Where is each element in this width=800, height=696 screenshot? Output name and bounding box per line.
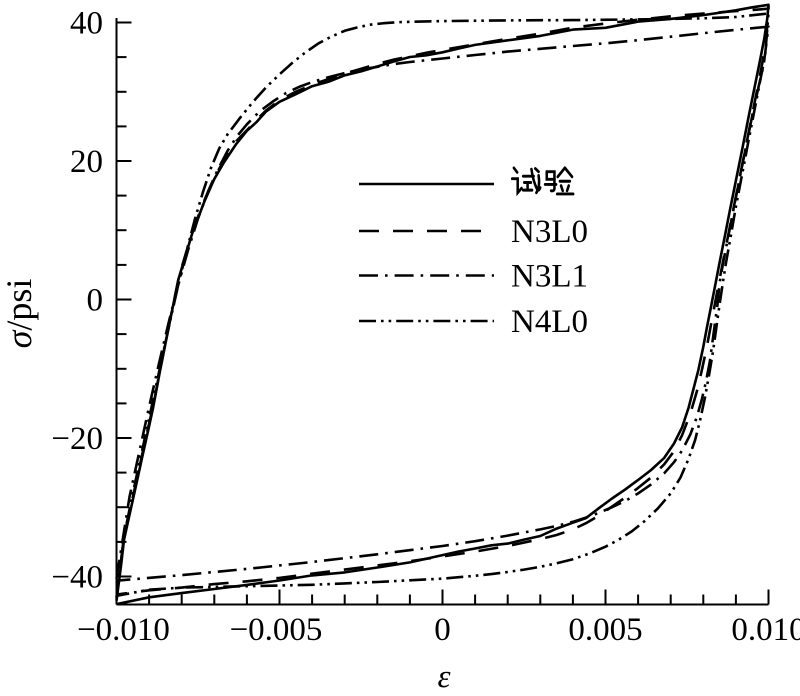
svg-text:0: 0 [434, 612, 451, 648]
svg-text:−20: −20 [51, 421, 103, 457]
svg-text:N3L0: N3L0 [511, 214, 588, 250]
svg-text:0: 0 [87, 283, 104, 319]
svg-text:40: 40 [70, 6, 103, 42]
svg-text:0.005: 0.005 [568, 612, 642, 648]
svg-text:N4L0: N4L0 [511, 304, 588, 340]
svg-text:0.010: 0.010 [731, 612, 800, 648]
svg-text:20: 20 [70, 144, 103, 180]
svg-text:N3L1: N3L1 [511, 259, 588, 295]
svg-text:−0.005: −0.005 [230, 612, 323, 648]
svg-text:−0.010: −0.010 [77, 612, 170, 648]
svg-text:ε: ε [437, 659, 450, 695]
svg-text:−40: −40 [51, 560, 103, 596]
svg-text:σ/psi: σ/psi [0, 279, 39, 349]
